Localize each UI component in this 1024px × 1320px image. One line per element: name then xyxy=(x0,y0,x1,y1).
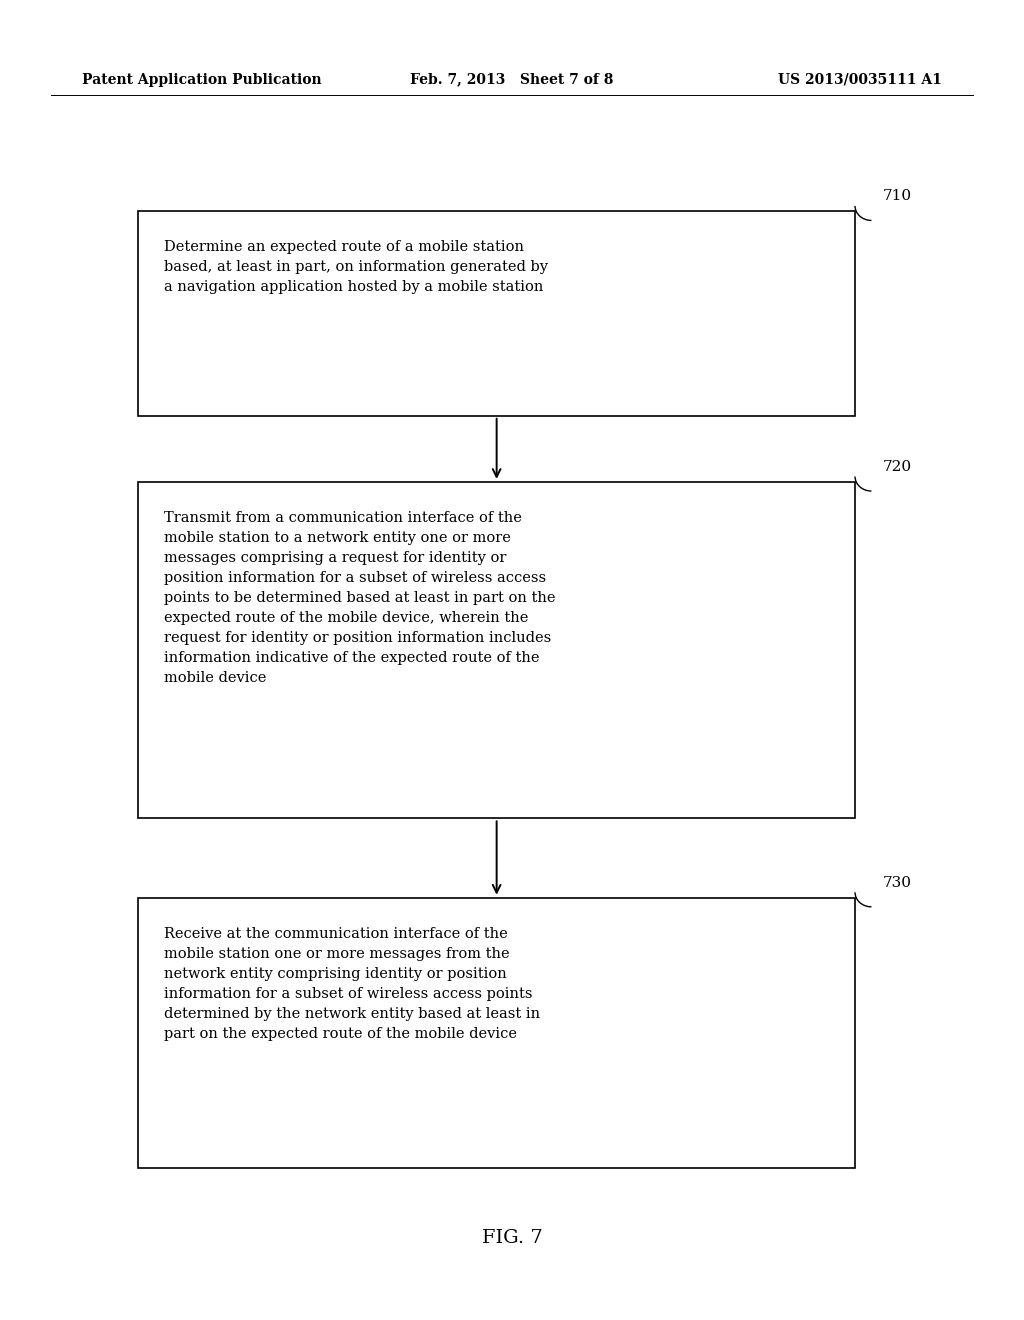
Text: Feb. 7, 2013   Sheet 7 of 8: Feb. 7, 2013 Sheet 7 of 8 xyxy=(411,73,613,87)
FancyBboxPatch shape xyxy=(138,482,855,818)
FancyBboxPatch shape xyxy=(138,898,855,1168)
Text: FIG. 7: FIG. 7 xyxy=(481,1229,543,1247)
Text: Transmit from a communication interface of the
mobile station to a network entit: Transmit from a communication interface … xyxy=(164,511,555,685)
Text: 720: 720 xyxy=(883,459,911,474)
Text: 710: 710 xyxy=(883,189,911,203)
Text: Receive at the communication interface of the
mobile station one or more message: Receive at the communication interface o… xyxy=(164,927,540,1041)
Text: Determine an expected route of a mobile station
based, at least in part, on info: Determine an expected route of a mobile … xyxy=(164,240,548,294)
Text: Patent Application Publication: Patent Application Publication xyxy=(82,73,322,87)
Text: 730: 730 xyxy=(883,875,911,890)
Text: US 2013/0035111 A1: US 2013/0035111 A1 xyxy=(778,73,942,87)
FancyBboxPatch shape xyxy=(138,211,855,416)
